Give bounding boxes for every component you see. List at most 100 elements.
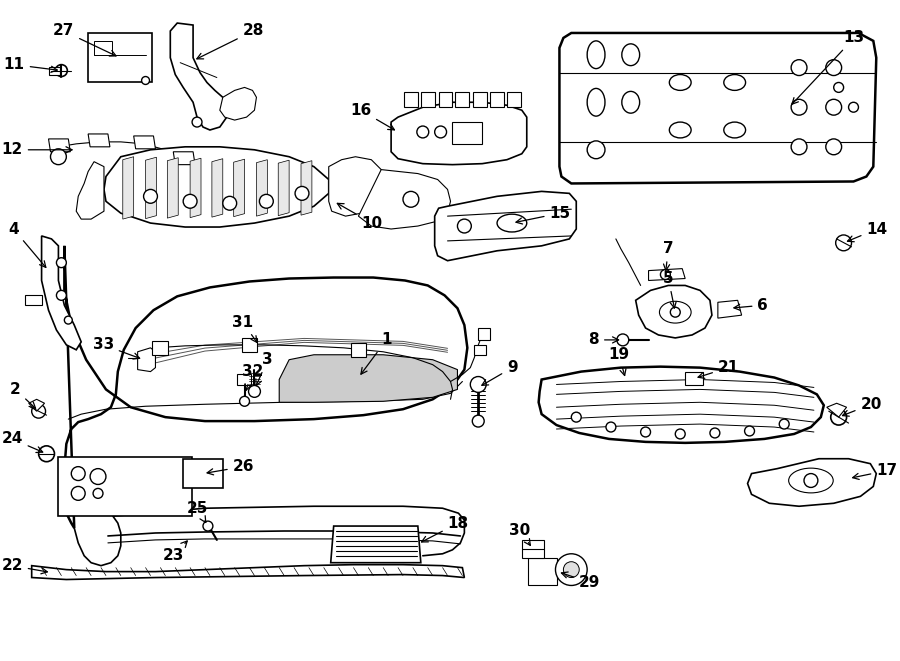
Polygon shape <box>167 158 178 218</box>
Bar <box>685 371 703 385</box>
Text: 16: 16 <box>350 102 394 130</box>
Polygon shape <box>49 139 70 152</box>
Polygon shape <box>455 93 469 107</box>
Polygon shape <box>29 399 45 411</box>
Ellipse shape <box>660 301 691 323</box>
Ellipse shape <box>587 141 605 159</box>
Bar <box>453 122 482 144</box>
Bar <box>237 373 250 385</box>
Polygon shape <box>827 403 847 417</box>
Polygon shape <box>122 157 134 219</box>
Polygon shape <box>146 157 157 219</box>
Text: 2: 2 <box>10 382 36 408</box>
Text: 15: 15 <box>516 206 571 224</box>
Circle shape <box>831 409 847 425</box>
Circle shape <box>223 196 237 210</box>
Ellipse shape <box>724 75 745 91</box>
Polygon shape <box>438 93 453 107</box>
Polygon shape <box>190 158 201 217</box>
Circle shape <box>65 316 72 324</box>
Polygon shape <box>41 236 81 350</box>
Text: 23: 23 <box>163 541 187 563</box>
Circle shape <box>572 412 581 422</box>
Text: 13: 13 <box>792 30 865 104</box>
Circle shape <box>141 77 149 85</box>
Polygon shape <box>507 93 521 107</box>
Polygon shape <box>473 93 487 107</box>
Polygon shape <box>301 161 312 215</box>
Circle shape <box>616 334 629 346</box>
Text: 22: 22 <box>1 558 48 574</box>
Bar <box>522 540 544 558</box>
Text: 28: 28 <box>197 24 264 59</box>
Ellipse shape <box>670 75 691 91</box>
Bar <box>94 41 112 55</box>
Bar <box>527 558 557 586</box>
Circle shape <box>295 186 309 200</box>
Polygon shape <box>49 67 60 75</box>
Circle shape <box>836 235 851 251</box>
Polygon shape <box>174 152 195 165</box>
Text: 24: 24 <box>2 432 42 453</box>
Text: 21: 21 <box>698 360 739 378</box>
Text: 30: 30 <box>509 522 530 545</box>
Bar <box>58 457 192 516</box>
Circle shape <box>435 126 446 138</box>
Polygon shape <box>134 136 156 149</box>
Bar <box>241 338 257 352</box>
Circle shape <box>833 83 843 93</box>
Ellipse shape <box>788 468 833 493</box>
Text: 25: 25 <box>186 501 208 522</box>
Polygon shape <box>560 33 877 184</box>
Circle shape <box>71 486 86 500</box>
Circle shape <box>403 192 418 208</box>
Ellipse shape <box>587 41 605 69</box>
Ellipse shape <box>670 122 691 138</box>
Text: 29: 29 <box>562 572 600 590</box>
Circle shape <box>791 139 807 155</box>
Text: 3: 3 <box>256 352 273 385</box>
Bar <box>474 345 486 355</box>
Ellipse shape <box>497 214 526 232</box>
Text: 33: 33 <box>93 337 140 359</box>
Polygon shape <box>404 93 418 107</box>
Bar <box>350 343 366 357</box>
Text: 32: 32 <box>242 364 263 391</box>
Text: 26: 26 <box>207 459 254 475</box>
Polygon shape <box>358 170 451 229</box>
Ellipse shape <box>724 122 745 138</box>
Ellipse shape <box>622 91 640 113</box>
Bar <box>152 341 168 355</box>
Circle shape <box>661 270 670 280</box>
Circle shape <box>259 194 274 208</box>
Polygon shape <box>220 87 256 120</box>
Text: 6: 6 <box>734 297 769 313</box>
Text: 5: 5 <box>663 271 676 308</box>
Circle shape <box>32 405 46 418</box>
Circle shape <box>804 473 818 487</box>
Polygon shape <box>718 300 742 318</box>
Text: 7: 7 <box>663 241 674 270</box>
Circle shape <box>472 415 484 427</box>
Polygon shape <box>234 159 245 217</box>
Polygon shape <box>212 159 223 217</box>
Polygon shape <box>88 134 110 147</box>
Text: 1: 1 <box>361 332 392 374</box>
Text: 27: 27 <box>53 24 116 56</box>
Polygon shape <box>330 526 421 563</box>
Polygon shape <box>748 459 877 506</box>
Text: 18: 18 <box>421 516 469 542</box>
Circle shape <box>248 385 260 397</box>
Text: 20: 20 <box>842 397 882 416</box>
Polygon shape <box>76 162 104 219</box>
Circle shape <box>50 149 67 165</box>
Polygon shape <box>538 367 824 443</box>
Circle shape <box>56 65 68 77</box>
Text: 8: 8 <box>589 332 618 348</box>
Circle shape <box>39 446 55 461</box>
Circle shape <box>563 562 580 578</box>
Circle shape <box>779 419 789 429</box>
Text: 9: 9 <box>482 360 517 385</box>
Text: 19: 19 <box>608 347 629 375</box>
Circle shape <box>192 117 202 127</box>
